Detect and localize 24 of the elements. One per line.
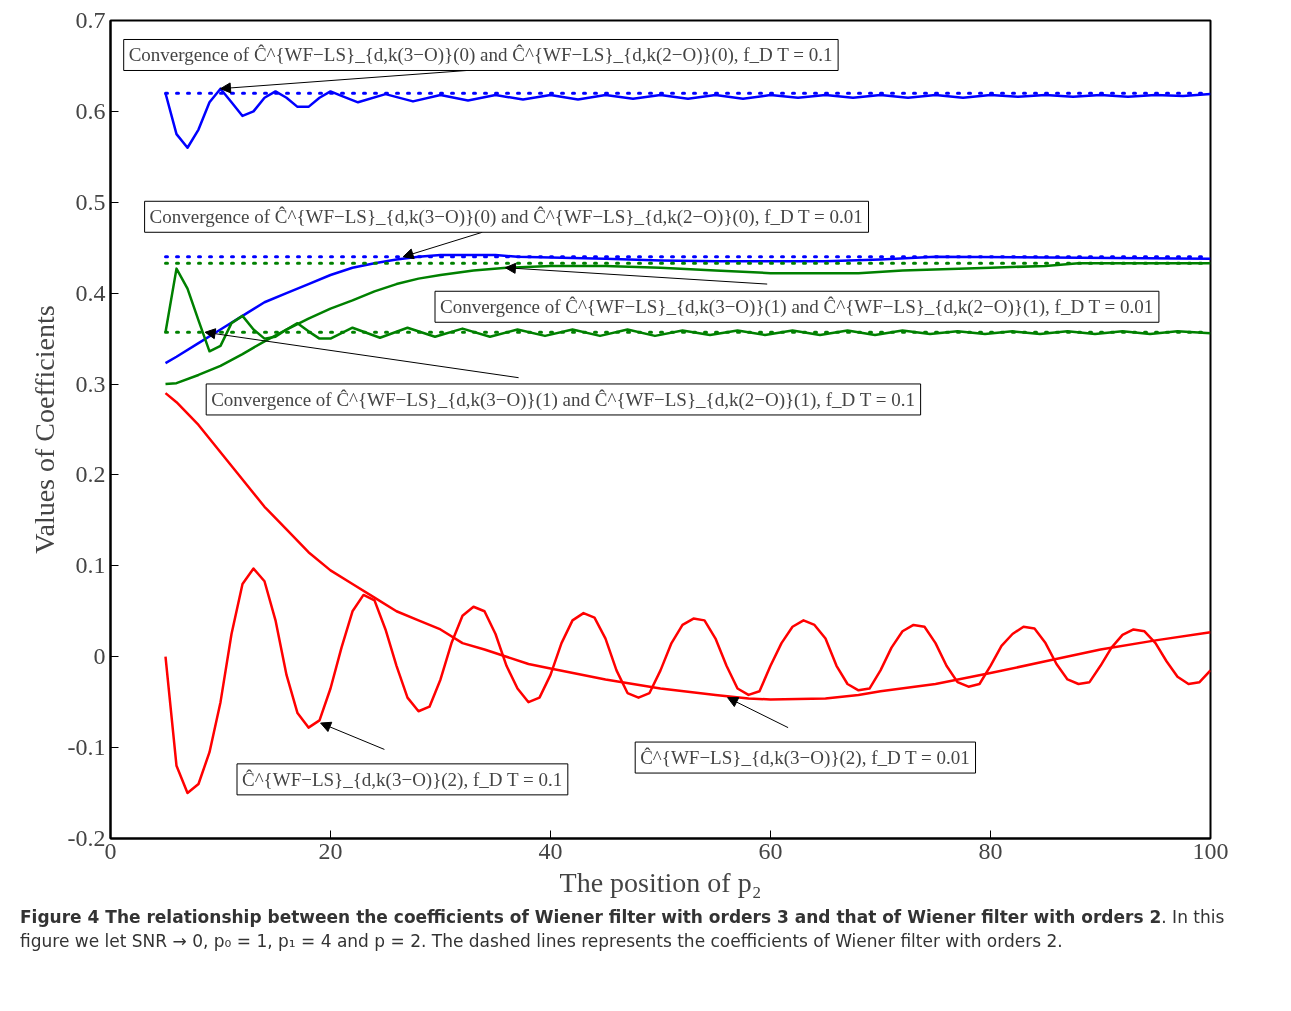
annotation: Ĉ^{WF−LS}_{d,k(3−O)}(2), f_D T = 0.01 bbox=[640, 747, 970, 770]
y-tick-label: 0 bbox=[93, 643, 106, 670]
x-tick-label: 40 bbox=[538, 837, 563, 864]
annotation: Convergence of Ĉ^{WF−LS}_{d,k(3−O)}(0) and Ĉ^{WF−LS}_{d,k(2−O)}(0), f_D T = 0.1 bbox=[128, 44, 833, 67]
annotation: Ĉ^{WF−LS}_{d,k(3−O)}(2), f_D T = 0.1 bbox=[242, 768, 563, 791]
y-tick-label: 0.2 bbox=[75, 461, 106, 488]
x-tick-label: 80 bbox=[978, 837, 1003, 864]
caption: Figure 4 The relationship between the coefficients of Wiener filter with orders 3 and that of Wiener filter with orders 2 bbox=[20, 907, 1162, 927]
annotation: Convergence of Ĉ^{WF−LS}_{d,k(3−O)}(0) and Ĉ^{WF−LS}_{d,k(2−O)}(0), f_D T = 0.01 bbox=[149, 206, 863, 229]
y-tick-label: -0.1 bbox=[67, 734, 106, 761]
y-tick-label: 0.4 bbox=[75, 279, 106, 306]
y-tick-label: -0.2 bbox=[67, 825, 106, 851]
x-axis-title: The position of p₂ bbox=[559, 866, 762, 898]
y-tick-label: 0.7 bbox=[75, 7, 106, 33]
y-axis-title: Values of Coefficients bbox=[28, 305, 60, 554]
y-tick-label: 0.6 bbox=[75, 97, 106, 124]
annotation: Convergence of Ĉ^{WF−LS}_{d,k(3−O)}(1) and Ĉ^{WF−LS}_{d,k(2−O)}(1), f_D T = 0.1 bbox=[211, 388, 915, 411]
y-tick-label: 0.3 bbox=[75, 370, 106, 397]
y-tick-label: 0.1 bbox=[75, 552, 106, 579]
x-tick-label: 100 bbox=[1192, 837, 1229, 864]
y-tick-label: 0.5 bbox=[75, 188, 106, 215]
x-tick-label: 20 bbox=[318, 837, 343, 864]
annotation: Convergence of Ĉ^{WF−LS}_{d,k(3−O)}(1) and Ĉ^{WF−LS}_{d,k(2−O)}(1), f_D T = 0.01 bbox=[440, 296, 1154, 319]
x-tick-label: 60 bbox=[758, 837, 783, 864]
